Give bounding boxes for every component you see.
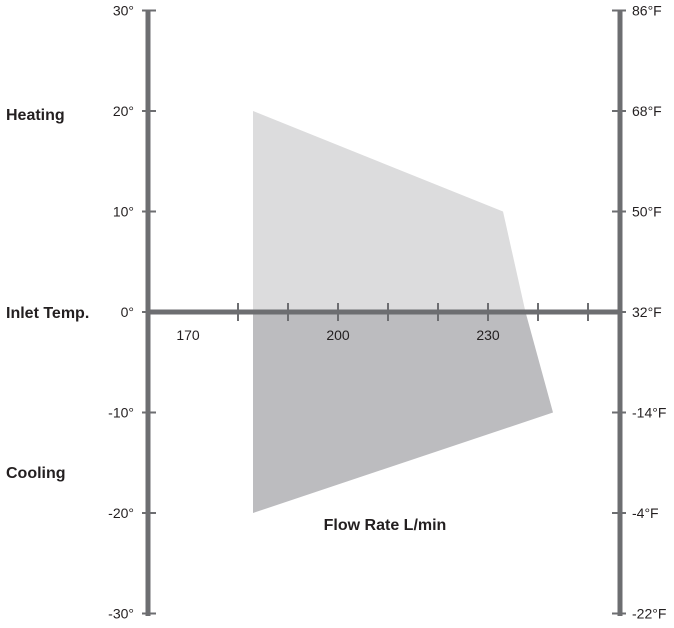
left-y-tick-label: 0° bbox=[121, 304, 134, 320]
left-y-tick-label: 20° bbox=[113, 103, 134, 119]
right-y-tick-label: -22°F bbox=[632, 606, 666, 622]
x-tick-label: 170 bbox=[176, 327, 200, 343]
inlet-temp-label: Inlet Temp. bbox=[6, 305, 89, 322]
right-y-tick-label: 68°F bbox=[632, 103, 662, 119]
regions bbox=[253, 111, 553, 513]
labels: Heating Inlet Temp. Cooling Flow Rate L/… bbox=[6, 107, 446, 534]
left-y-tick-label: 30° bbox=[113, 3, 134, 19]
x-tick-label: 200 bbox=[326, 327, 350, 343]
left-y-tick-label: -10° bbox=[108, 405, 134, 421]
right-y-tick-label: 50°F bbox=[632, 204, 662, 220]
x-tick-label: 230 bbox=[476, 327, 500, 343]
heating-region bbox=[253, 111, 526, 312]
right-y-tick-label: 86°F bbox=[632, 3, 662, 19]
right-y-tick-label: -4°F bbox=[632, 505, 659, 521]
cooling-label: Cooling bbox=[6, 465, 66, 482]
left-y-tick-label: -20° bbox=[108, 505, 134, 521]
axes: 30° 86°F 20° 68°F 10° 50°F 0° 32°F -10° -14°F -20°… bbox=[108, 3, 666, 622]
heating-label: Heating bbox=[6, 107, 65, 124]
left-y-tick-label: 10° bbox=[113, 204, 134, 220]
x-axis-title: Flow Rate L/min bbox=[324, 517, 447, 534]
right-y-tick-label: 32°F bbox=[632, 304, 662, 320]
right-y-tick-label: -14°F bbox=[632, 405, 666, 421]
cooling-region bbox=[253, 312, 553, 513]
left-y-tick-label: -30° bbox=[108, 606, 134, 622]
